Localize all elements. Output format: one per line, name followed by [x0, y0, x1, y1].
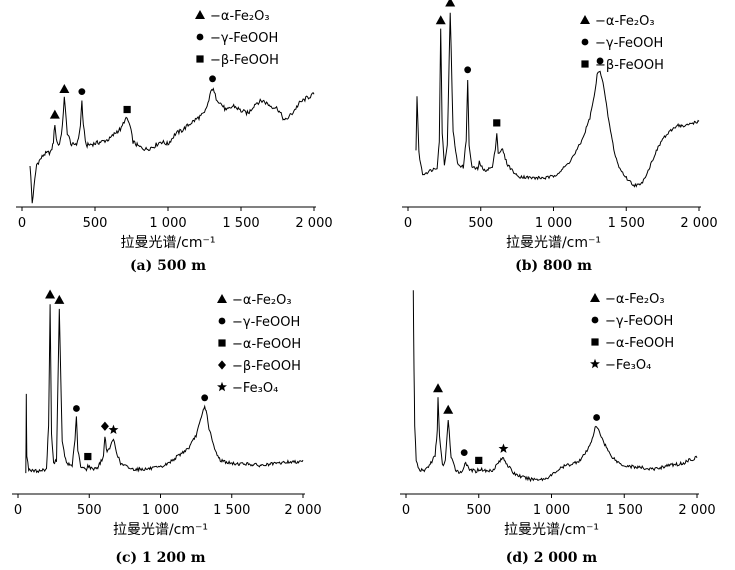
peak-marker-star	[498, 443, 509, 453]
x-axis-label: 拉曼光谱/cm⁻¹	[504, 522, 599, 538]
spectrum-line	[29, 87, 315, 204]
legend-label: −γ-FeOOH	[595, 36, 663, 51]
x-tick-label: 2 000	[680, 216, 717, 231]
legend-label: −Fe₃O₄	[605, 358, 651, 373]
chart-panel-1: 0 500 1 000 1 500 2 000 拉曼光谱/cm⁻¹ (a) 500 m −α-…	[16, 9, 333, 274]
legend-label: −α-FeOOH	[232, 337, 301, 352]
panel-caption: (d) 2 000 m	[506, 550, 598, 566]
peak-marker-star	[108, 424, 119, 435]
x-tick-label: 1 500	[608, 216, 645, 231]
x-tick-label: 2 000	[295, 216, 332, 231]
legend-marker-circle	[591, 316, 599, 324]
x-tick-label: 500	[77, 503, 102, 518]
legend-marker-circle	[196, 33, 204, 41]
legend-marker-triangle	[590, 293, 600, 302]
peak-marker-circle	[78, 88, 86, 95]
peak-marker-circle	[201, 394, 209, 402]
legend-label: −β-FeOOH	[210, 53, 279, 68]
peak-marker-triangle	[443, 404, 454, 414]
x-tick-label: 2 000	[284, 503, 321, 518]
panel-caption: (b) 800 m	[515, 258, 592, 274]
legend-label: −α-FeOOH	[605, 336, 674, 351]
peak-marker-circle	[73, 405, 80, 412]
x-tick-label: 1 000	[142, 503, 179, 518]
x-tick-label: 0	[402, 503, 410, 518]
x-tick-label: 500	[83, 216, 108, 231]
legend-marker-square	[196, 55, 204, 63]
x-tick-label: 0	[14, 503, 22, 518]
x-tick-label: 1 000	[535, 216, 572, 231]
peak-marker-triangle	[433, 383, 444, 393]
legend-marker-star	[217, 381, 227, 392]
legend-label: −β-FeOOH	[232, 359, 301, 374]
peak-marker-square	[475, 456, 483, 464]
legend-label: −Fe₃O₄	[232, 381, 278, 396]
peak-marker-triangle	[435, 15, 446, 25]
legend-label: −β-FeOOH	[595, 58, 664, 73]
chart-panel-3: 0 500 1 000 1 500 2 000 拉曼光谱/cm⁻¹ (c) 1 200 m −…	[12, 289, 322, 566]
x-tick-label: 500	[466, 503, 491, 518]
peak-marker-triangle	[54, 294, 65, 304]
peak-marker-square	[123, 105, 131, 114]
peak-marker-triangle	[49, 109, 60, 119]
legend-label: −α-Fe₂O₃	[595, 14, 655, 29]
x-axis-label: 拉曼光谱/cm⁻¹	[113, 522, 208, 538]
legend-marker-circle	[218, 317, 226, 325]
legend-label: −α-Fe₂O₃	[605, 292, 665, 307]
legend-marker-star	[590, 358, 600, 369]
peak-marker-circle	[464, 66, 472, 74]
legend-marker-circle	[581, 38, 589, 46]
peak-marker-triangle	[45, 289, 56, 299]
peak-marker-square	[84, 452, 92, 461]
peak-marker-circle	[596, 57, 604, 65]
chart-panel-4: 0 500 1 000 1 500 2 000 拉曼光谱/cm⁻¹ (d) 2 000 m −…	[400, 290, 716, 566]
panel-caption: (c) 1 200 m	[115, 550, 205, 566]
peak-marker-circle	[460, 449, 468, 456]
legend-label: −γ-FeOOH	[605, 314, 673, 329]
x-tick-label: 1 000	[533, 503, 570, 518]
peak-marker-circle	[209, 75, 216, 83]
legend-marker-square	[581, 60, 589, 68]
peak-marker-triangle	[59, 84, 70, 94]
x-tick-label: 1 500	[222, 216, 259, 231]
legend-label: −γ-FeOOH	[232, 315, 300, 330]
x-tick-label: 1 500	[606, 503, 643, 518]
legend-marker-triangle	[580, 15, 590, 24]
x-tick-label: 2 000	[678, 503, 715, 518]
panel-caption: (a) 500 m	[130, 258, 206, 274]
peak-marker-square	[493, 119, 501, 127]
x-tick-label: 500	[468, 216, 493, 231]
x-tick-label: 0	[18, 216, 26, 231]
legend-marker-triangle	[217, 294, 227, 303]
spectrum-line	[415, 12, 700, 188]
peak-marker-circle	[593, 414, 601, 421]
legend-label: −γ-FeOOH	[210, 31, 278, 46]
peak-marker-triangle	[445, 0, 456, 7]
legend-label: −α-Fe₂O₃	[232, 293, 292, 308]
chart-panel-2: 0 500 1 000 1 500 2 000 拉曼光谱/cm⁻¹ (b) 800 m −α-…	[402, 0, 718, 274]
x-tick-label: 1 000	[149, 216, 186, 231]
legend-label: −α-Fe₂O₃	[210, 9, 270, 24]
spectrum-line	[412, 290, 698, 483]
legend-marker-diamond	[218, 360, 226, 370]
legend-marker-square	[218, 339, 226, 347]
x-axis-label: 拉曼光谱/cm⁻¹	[120, 235, 215, 251]
x-axis-label: 拉曼光谱/cm⁻¹	[506, 235, 601, 251]
legend-marker-triangle	[195, 10, 205, 19]
legend-marker-square	[591, 338, 599, 346]
spectrum-line	[25, 304, 304, 474]
x-tick-label: 0	[404, 216, 412, 231]
peak-marker-diamond	[100, 421, 109, 431]
x-tick-label: 1 500	[213, 503, 250, 518]
